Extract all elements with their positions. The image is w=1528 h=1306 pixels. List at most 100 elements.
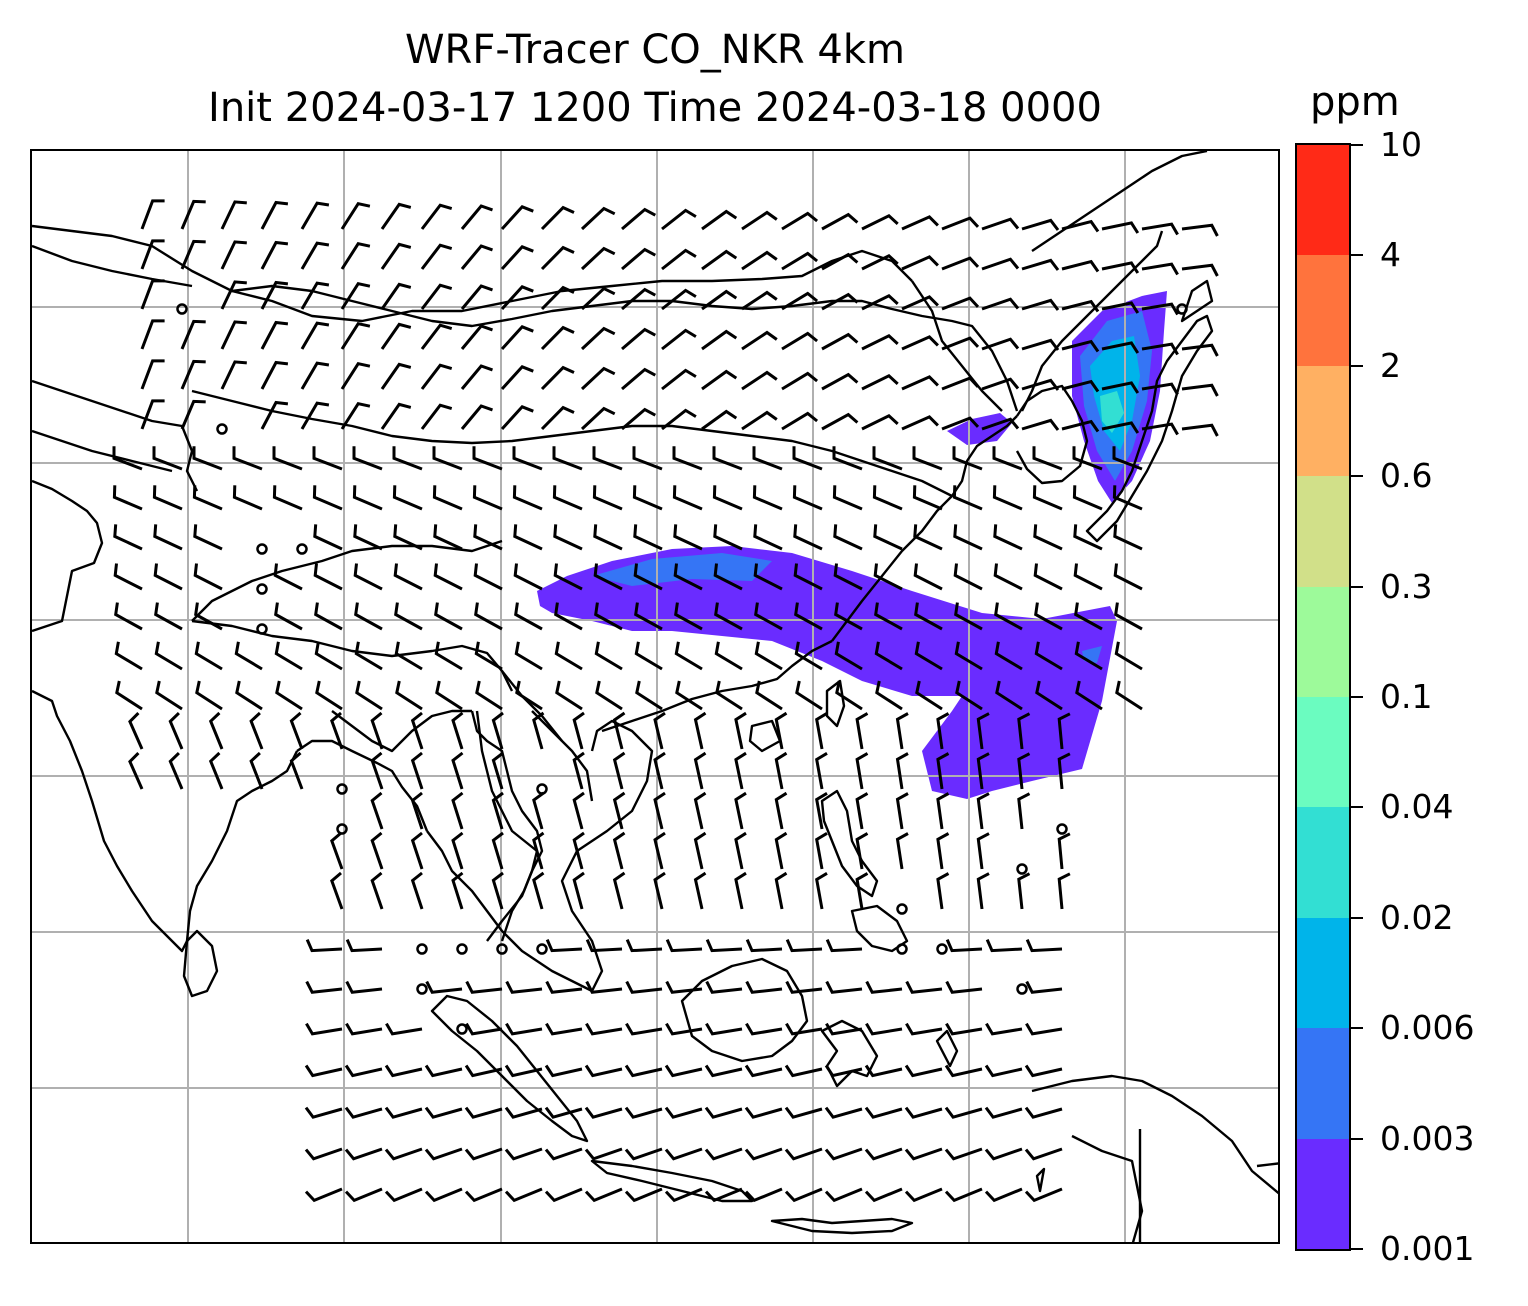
coast-japan-north [1180,279,1214,323]
wind-barb [1072,485,1103,511]
wind-barb [981,417,1020,431]
wind-barb [512,446,543,471]
wind-barb [515,680,543,711]
wind-barb [354,641,383,671]
coast-japan [1085,314,1214,543]
wind-barb [795,680,823,711]
wind-barb [1101,301,1140,314]
border-mongolia-north [231,249,913,323]
wind-barb [330,871,344,910]
wind-barb [612,831,626,870]
wind-barb [1017,752,1031,790]
wind-barb [572,791,585,830]
wind-barb [340,202,371,230]
wind-barb [621,287,657,311]
map-canvas[interactable] [32,151,1280,1244]
wind-barb [981,217,1020,231]
wind-barb [220,200,247,230]
wind-barb [901,335,939,351]
map-panel[interactable] [30,149,1280,1244]
wind-barb [540,245,575,271]
wind-barb [512,485,543,511]
wind-barb [873,563,903,591]
wind-barb [1025,1022,1063,1036]
wind-barb [194,602,223,631]
wind-barb [1113,524,1143,551]
wind-barb [300,361,330,390]
wind-barb [420,203,453,230]
wind-barb [1021,218,1060,231]
wind-barb [592,446,623,471]
wind-barb [653,711,666,750]
wind-barb [861,334,899,351]
wind-barb [653,751,666,790]
wind-barb [491,831,504,870]
wind-barb [432,485,463,511]
wind-barb [260,240,289,270]
wind-barb [420,283,453,310]
wind-barb [794,602,823,631]
wind-barb [370,751,384,790]
wind-barb [344,1106,383,1119]
wind-barb [734,831,747,870]
wind-barb [424,1106,463,1119]
wind-barb [593,563,623,591]
wind-barb [745,1022,783,1036]
wind-barb [500,285,534,311]
wind-barb [945,980,983,994]
wind-barb [504,1064,543,1078]
wind-barb [744,1064,783,1078]
wind-barb-calm [496,943,508,955]
border-china-north [32,224,1019,412]
wind-barb [410,711,424,750]
wind-barb [941,416,980,431]
wind-barb [864,1106,903,1119]
wind-barb [513,524,543,551]
wind-barb [584,1106,623,1119]
wind-barb [984,1106,1023,1119]
wind-barb [664,1147,703,1161]
wind-barb [305,939,343,953]
wind-barb [861,214,899,231]
wind-barb [393,524,423,551]
colorbar-tick [1351,916,1363,919]
wind-barb [433,563,463,591]
wind-barb [741,210,778,231]
wind-barb [312,446,343,471]
wind-barb [864,1187,903,1203]
wind-barb [635,680,663,711]
wind-barb [624,1187,663,1203]
wind-barb [1024,1147,1063,1161]
wind-barb [260,400,289,430]
wind-barb [952,485,983,511]
wind-barb [976,752,990,790]
wind-barb [585,1022,623,1036]
wind-barb [632,485,663,511]
wind-barb [554,641,583,671]
wind-barb [981,377,1020,391]
wind-barb [345,1022,383,1036]
coast-myanmar [426,830,593,993]
wind-barb [855,792,869,830]
wind-barb [553,524,583,551]
wind-barb [465,980,503,994]
wind-barb [572,711,585,750]
wind-barb [180,199,206,230]
wind-barb [661,368,697,391]
wind-barb-calm [456,943,468,955]
wind-barb [1035,680,1063,711]
wind-barb [544,1147,583,1161]
wind-barb [300,201,330,230]
wind-barb [113,563,143,591]
wind-barb [624,1064,663,1078]
wind-barb [500,365,534,391]
wind-barb [821,412,859,431]
wind-barb [985,939,1023,953]
wind-barb [593,524,623,551]
colorbar-segment [1297,806,1349,918]
wind-barb [300,401,330,430]
wind-barb [532,711,545,750]
wind-barb [1112,446,1143,471]
wind-barb [595,680,623,711]
wind-barb [625,1022,663,1036]
